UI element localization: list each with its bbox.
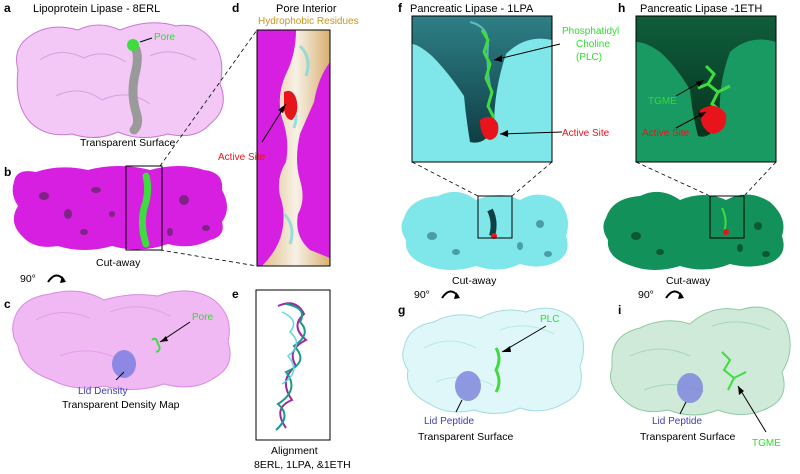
lid-density bbox=[112, 350, 136, 378]
panel-i-lid-label: Lid Peptide bbox=[652, 416, 702, 427]
lpa-cutaway-surface bbox=[401, 191, 568, 270]
panel-e-caption-1: Alignment bbox=[271, 445, 318, 457]
panel-f-rotation: 90° bbox=[414, 289, 430, 301]
ligand-plc-g bbox=[494, 347, 501, 393]
panel-h: h Pancreatic Lipase -1ETH TGME Active Si… bbox=[603, 1, 784, 301]
panel-d-title: Pore Interior bbox=[276, 3, 337, 15]
panel-b-caption: Cut-away bbox=[96, 257, 141, 269]
ligand-tgme-h bbox=[697, 64, 731, 114]
lpl-cutaway-surface bbox=[12, 166, 227, 250]
panel-g-caption: Transparent Surface bbox=[418, 431, 513, 443]
panel-f-ligand-3: (PLC) bbox=[576, 52, 602, 63]
pocket-cavity-f bbox=[412, 16, 552, 143]
panel-e-letter: e bbox=[232, 287, 239, 301]
panel-f-caption: Cut-away bbox=[452, 275, 497, 287]
eth-cutaway-surface bbox=[603, 191, 784, 270]
panel-a-caption: Transparent Surface bbox=[80, 137, 175, 149]
panel-d-active-site-label: Active Site bbox=[218, 152, 266, 163]
panel-e-caption-2: 8ERL, 1LPA, &1ETH bbox=[254, 459, 351, 471]
zoom-box-f bbox=[477, 195, 513, 239]
panel-i: i TGME Lid Peptide Transparent Surface bbox=[610, 303, 791, 449]
eth-transparent-surface bbox=[610, 306, 791, 416]
ligand-tgme-i bbox=[721, 351, 747, 391]
panel-c-lid-label: Lid Density bbox=[78, 386, 127, 397]
panel-f-ligand-1: Phosphatidyl bbox=[562, 26, 619, 37]
panel-c-letter: c bbox=[4, 297, 11, 311]
zoom-box-b bbox=[125, 165, 163, 251]
panel-c: c Pore Lid Density Transparent Density M… bbox=[4, 290, 231, 411]
lpa-transparent-surface bbox=[402, 307, 585, 414]
panel-f-active-site-label: Active Site bbox=[562, 128, 610, 139]
lpl-density-map bbox=[12, 290, 231, 390]
panel-f-ligand-2: Choline bbox=[576, 39, 610, 50]
active-site-h bbox=[700, 105, 727, 134]
panel-h-title: Pancreatic Lipase -1ETH bbox=[640, 3, 762, 15]
lid-peptide-g bbox=[455, 371, 481, 401]
active-site-d bbox=[284, 90, 298, 120]
lpl-transparent-surface bbox=[16, 22, 224, 138]
pore-interior-surface bbox=[262, 30, 330, 266]
panel-a: a Lipoprotein Lipase - 8ERL Pore Transpa… bbox=[4, 1, 224, 149]
panel-d-letter: d bbox=[232, 1, 239, 15]
panel-i-ligand-label: TGME bbox=[752, 438, 781, 449]
zoom-box-h bbox=[709, 195, 745, 239]
alignment-ribbon-teal bbox=[275, 303, 306, 431]
lid-peptide-i bbox=[677, 373, 703, 403]
pocket-cavity-h bbox=[636, 16, 776, 137]
panel-h-rotation: 90° bbox=[638, 289, 654, 301]
panel-d: d Pore Interior Hydrophobic Residues Act… bbox=[159, 1, 359, 267]
panel-a-pore-label: Pore bbox=[154, 32, 176, 43]
panel-h-ligand-label: TGME bbox=[648, 96, 677, 107]
panel-h-active-site-label: Active Site bbox=[642, 128, 690, 139]
panel-h-caption: Cut-away bbox=[666, 275, 711, 287]
panel-b: b Cut-away 90° bbox=[4, 165, 227, 285]
panel-g-ligand-label: PLC bbox=[540, 314, 559, 325]
panel-i-letter: i bbox=[618, 303, 621, 317]
panel-a-letter: a bbox=[4, 1, 11, 15]
panel-b-rotation: 90° bbox=[20, 273, 36, 285]
pore-channel bbox=[127, 39, 143, 135]
alignment-ribbon-cyan bbox=[281, 311, 298, 385]
pore-ligand-c bbox=[151, 337, 161, 353]
panel-c-pore-label: Pore bbox=[192, 312, 214, 323]
ligand-plc-f bbox=[480, 29, 496, 119]
panel-i-caption: Transparent Surface bbox=[640, 431, 735, 443]
panel-f-title: Pancreatic Lipase - 1LPA bbox=[410, 3, 534, 15]
panel-c-caption: Transparent Density Map bbox=[62, 399, 180, 411]
active-site-f bbox=[480, 116, 499, 140]
panel-b-letter: b bbox=[4, 165, 11, 179]
panel-e: e Alignment 8ERL, 1LPA, &1ETH bbox=[232, 287, 351, 471]
pore-ligand-a bbox=[127, 39, 139, 51]
panel-g: g PLC Lid Peptide Transparent Surface bbox=[398, 303, 585, 443]
panel-g-letter: g bbox=[398, 303, 405, 317]
panel-g-lid-label: Lid Peptide bbox=[424, 416, 474, 427]
panel-f: f Pancreatic Lipase - 1LPA Phosphatidyl … bbox=[398, 1, 619, 301]
panel-a-title: Lipoprotein Lipase - 8ERL bbox=[33, 3, 160, 15]
panel-d-subtitle: Hydrophobic Residues bbox=[258, 16, 359, 27]
panel-h-letter: h bbox=[618, 1, 625, 15]
panel-f-letter: f bbox=[398, 1, 403, 15]
pore-ligand-b bbox=[138, 172, 152, 248]
